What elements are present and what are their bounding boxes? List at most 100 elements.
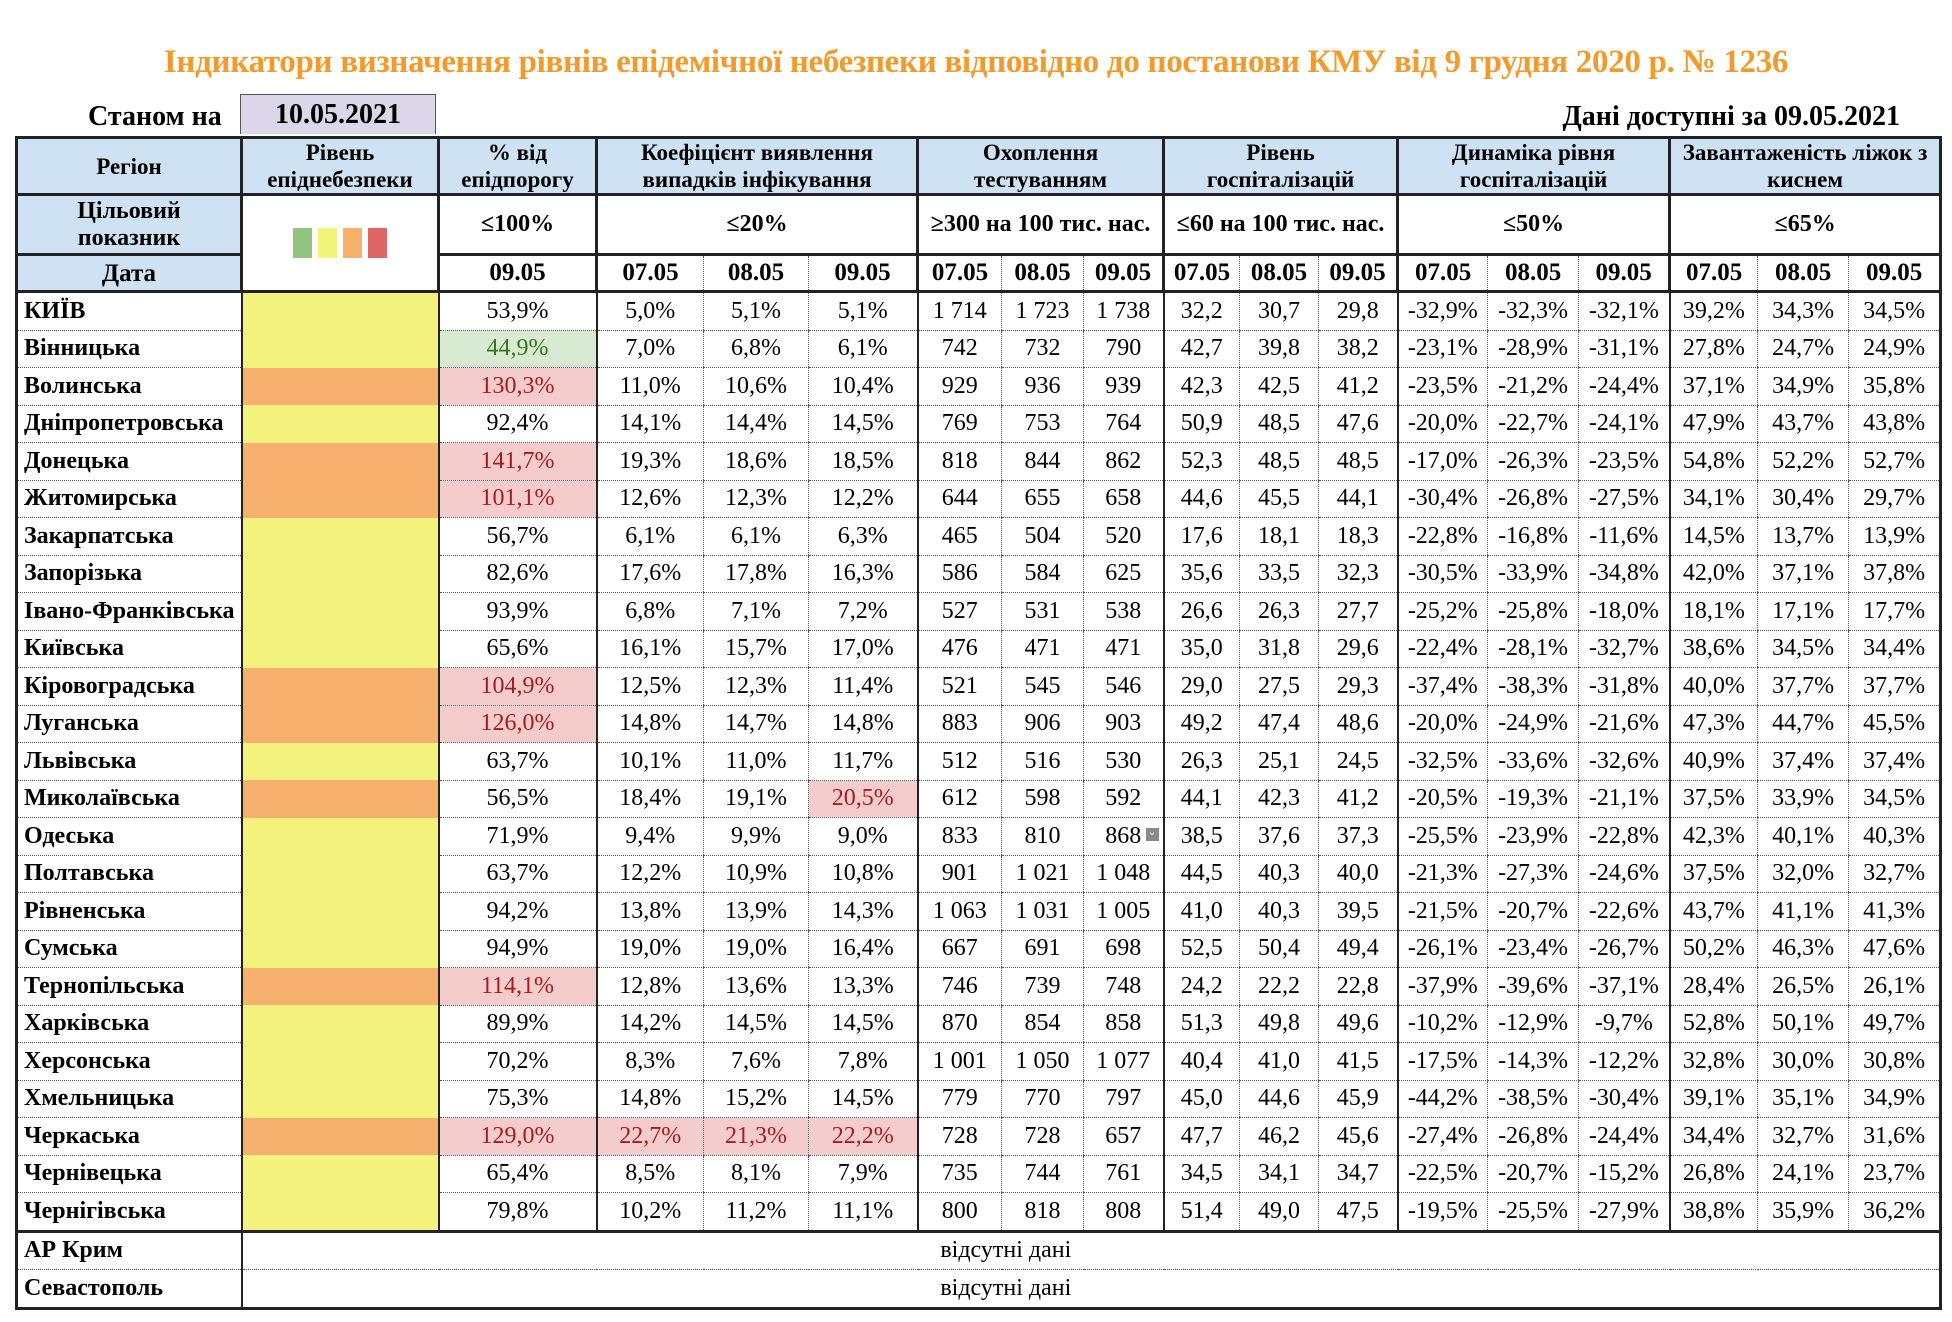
hosp-dynamics-cell: -32,3%	[1487, 290, 1579, 331]
dropdown-arrow-icon[interactable]: ⌄	[1145, 828, 1159, 841]
testing-cell: 769	[916, 405, 1002, 443]
testing-cell: 868 ⌄	[1082, 817, 1164, 856]
no-data-row: АР Крим відсутні дані	[15, 1229, 1943, 1270]
hospitalization-cell: 45,9	[1318, 1080, 1398, 1118]
date-header: 08.05	[1001, 253, 1084, 293]
detection-cell: 12,8%	[595, 967, 704, 1006]
hosp-dynamics-cell: -27,5%	[1578, 480, 1670, 518]
detection-cell: 14,5%	[808, 405, 918, 443]
oxygen-beds-cell: 17,7%	[1848, 592, 1943, 631]
testing-cell: 698	[1082, 930, 1164, 968]
detection-cell: 14,5%	[703, 1005, 809, 1043]
detection-cell: 11,4%	[808, 667, 918, 706]
oxygen-beds-cell: 40,1%	[1757, 817, 1849, 856]
hosp-dynamics-cell: -31,8%	[1578, 667, 1670, 706]
target-hospitalization: ≤60 на 100 тис. нас.	[1162, 193, 1400, 256]
testing-cell: 538	[1082, 592, 1164, 631]
table-row: Львівська 63,7% 10,1% 11,0% 11,7% 512 516 530 26…	[15, 742, 1943, 781]
as-of-date[interactable]: 10.05.2021	[240, 94, 436, 134]
date-header: 09.05	[808, 253, 918, 293]
region-name: Дніпропетровська	[15, 405, 243, 443]
oxygen-beds-cell: 24,7%	[1757, 330, 1849, 368]
hospitalization-cell: 49,4	[1318, 930, 1398, 968]
testing-cell: 598	[1001, 780, 1084, 818]
hospitalization-cell: 45,6	[1318, 1117, 1398, 1156]
testing-cell: 903	[1082, 705, 1164, 743]
detection-cell: 21,3%	[703, 1117, 809, 1156]
hospitalization-cell: 34,5	[1162, 1155, 1240, 1193]
testing-cell: 667	[916, 930, 1002, 968]
oxygen-beds-cell: 36,2%	[1848, 1192, 1943, 1232]
testing-cell: 625	[1082, 555, 1164, 593]
no-data-text: відсутні дані	[240, 1229, 1943, 1270]
table-row: КИЇВ 53,9% 5,0% 5,1% 5,1% 1 714 1 723 1 738 32,2…	[15, 290, 1943, 331]
threshold-pct-cell: 56,7%	[438, 517, 598, 556]
level-indicator-yellow	[241, 1155, 440, 1193]
oxygen-beds-cell: 49,7%	[1848, 1005, 1943, 1043]
threshold-pct-cell: 82,6%	[438, 555, 598, 593]
detection-cell: 6,1%	[808, 330, 918, 368]
hospitalization-cell: 38,2	[1318, 330, 1398, 368]
threshold-pct-cell: 89,9%	[438, 1005, 598, 1043]
threshold-pct-cell: 130,3%	[438, 367, 598, 406]
detection-cell: 22,7%	[595, 1117, 704, 1156]
legend-swatch-green	[293, 228, 312, 258]
testing-cell: 520	[1082, 517, 1164, 556]
hospitalization-cell: 26,6	[1162, 592, 1240, 631]
detection-cell: 19,0%	[703, 930, 809, 968]
hosp-dynamics-cell: -21,6%	[1578, 705, 1670, 743]
testing-cell: 545	[1001, 667, 1084, 706]
table-row: Донецька 141,7% 19,3% 18,6% 18,5% 818 844 862 52…	[15, 442, 1943, 481]
region-name: Севастополь	[15, 1269, 243, 1310]
region-name: Чернівецька	[15, 1155, 243, 1193]
hosp-dynamics-cell: -26,3%	[1487, 442, 1579, 481]
table-row: Кіровоградська 104,9% 12,5% 12,3% 11,4% 521 54…	[15, 667, 1943, 706]
hosp-dynamics-cell: -27,9%	[1578, 1192, 1670, 1232]
hosp-dynamics-cell: -25,8%	[1487, 592, 1579, 631]
testing-cell: 810	[1001, 817, 1084, 856]
threshold-pct-cell: 104,9%	[438, 667, 598, 706]
hosp-dynamics-cell: -28,1%	[1487, 630, 1579, 668]
threshold-pct-cell: 44,9%	[438, 330, 598, 368]
detection-cell: 19,0%	[595, 930, 704, 968]
hospitalization-cell: 32,3	[1318, 555, 1398, 593]
oxygen-beds-cell: 34,9%	[1848, 1080, 1943, 1118]
oxygen-beds-cell: 30,4%	[1757, 480, 1849, 518]
hosp-dynamics-cell: -24,6%	[1578, 855, 1670, 893]
oxygen-beds-cell: 52,2%	[1757, 442, 1849, 481]
region-name: КИЇВ	[15, 290, 243, 331]
target-hosp-dynamics: ≤50%	[1396, 193, 1672, 256]
testing-cell: 546	[1082, 667, 1164, 706]
testing-cell: 1 077	[1082, 1042, 1164, 1081]
oxygen-beds-cell: 47,6%	[1848, 930, 1943, 968]
hospitalization-cell: 48,5	[1239, 442, 1319, 481]
testing-cell: 1 063	[916, 892, 1002, 931]
hospitalization-cell: 41,0	[1239, 1042, 1319, 1081]
hosp-dynamics-cell: -23,5%	[1396, 367, 1488, 406]
oxygen-beds-cell: 18,1%	[1668, 592, 1758, 631]
table-row: Чернігівська 79,8% 10,2% 11,2% 11,1% 800 818 80…	[15, 1192, 1943, 1232]
hospitalization-cell: 44,1	[1318, 480, 1398, 518]
hospitalization-cell: 47,6	[1318, 405, 1398, 443]
oxygen-beds-cell: 34,5%	[1848, 290, 1943, 331]
detection-cell: 13,3%	[808, 967, 918, 1006]
threshold-pct-cell: 92,4%	[438, 405, 598, 443]
detection-cell: 14,8%	[595, 705, 704, 743]
date-header: 08.05	[1757, 253, 1849, 293]
testing-cell: 521	[916, 667, 1002, 706]
hosp-dynamics-cell: -33,9%	[1487, 555, 1579, 593]
region-name: Закарпатська	[15, 517, 243, 556]
hosp-dynamics-cell: -25,5%	[1396, 817, 1488, 856]
threshold-pct-cell: 65,4%	[438, 1155, 598, 1193]
table-row: Вінницька 44,9% 7,0% 6,8% 6,1% 742 732 790 42,7 3…	[15, 330, 1943, 368]
detection-cell: 10,4%	[808, 367, 918, 406]
hosp-dynamics-cell: -22,8%	[1578, 817, 1670, 856]
testing-cell: 735	[916, 1155, 1002, 1193]
threshold-pct-cell: 94,2%	[438, 892, 598, 931]
testing-cell: 818	[916, 442, 1002, 481]
hospitalization-cell: 46,2	[1239, 1117, 1319, 1156]
testing-cell: 728	[1001, 1117, 1084, 1156]
as-of-label: Станом на	[88, 101, 222, 132]
hosp-dynamics-cell: -25,5%	[1487, 1192, 1579, 1232]
hosp-dynamics-cell: -19,3%	[1487, 780, 1579, 818]
